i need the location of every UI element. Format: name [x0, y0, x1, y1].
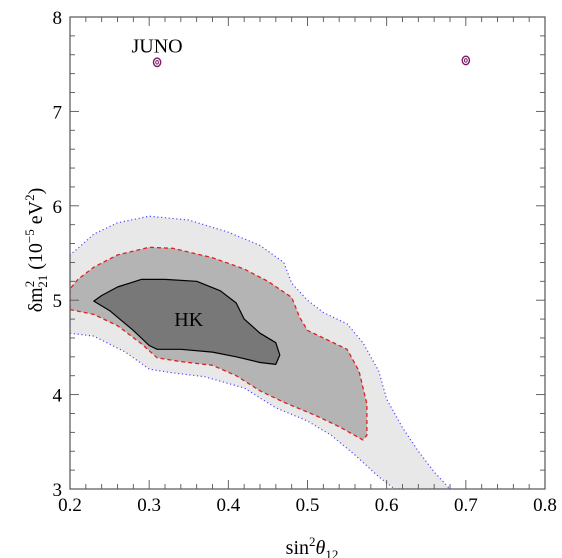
y-tick-labels: 3 4 5 6 7 8 [53, 8, 63, 501]
y-axis-label: δm221 (10−5 eV2) [22, 188, 50, 313]
x-tick-label: 0.7 [454, 495, 478, 516]
axis-ticks [69, 16, 546, 490]
x-tick-label: 0.6 [375, 495, 399, 516]
annotation-juno: JUNO [132, 35, 183, 57]
y-tick-label: 4 [53, 386, 63, 407]
annotations: HK JUNO [132, 35, 204, 331]
contour-regions [70, 215, 451, 489]
x-tick-label: 0.3 [137, 495, 161, 516]
y-tick-label: 7 [53, 102, 63, 123]
juno-marker [152, 57, 162, 68]
x-tick-label: 0.8 [533, 495, 557, 516]
x-tick-label: 0.5 [296, 495, 320, 516]
y-tick-label: 3 [53, 480, 63, 501]
juno-markers [152, 55, 471, 68]
annotation-hk: HK [174, 309, 203, 331]
x-axis-label: sin2θ12 [286, 534, 339, 558]
juno-marker [461, 55, 471, 66]
y-tick-label: 6 [53, 197, 63, 218]
y-tick-label: 8 [53, 8, 63, 29]
x-tick-label: 0.4 [216, 495, 240, 516]
x-tick-label: 0.2 [58, 495, 82, 516]
x-tick-labels: 0.2 0.3 0.4 0.5 0.6 0.7 0.8 [58, 495, 557, 516]
y-tick-label: 5 [53, 291, 63, 312]
contour-inner [93, 278, 281, 365]
